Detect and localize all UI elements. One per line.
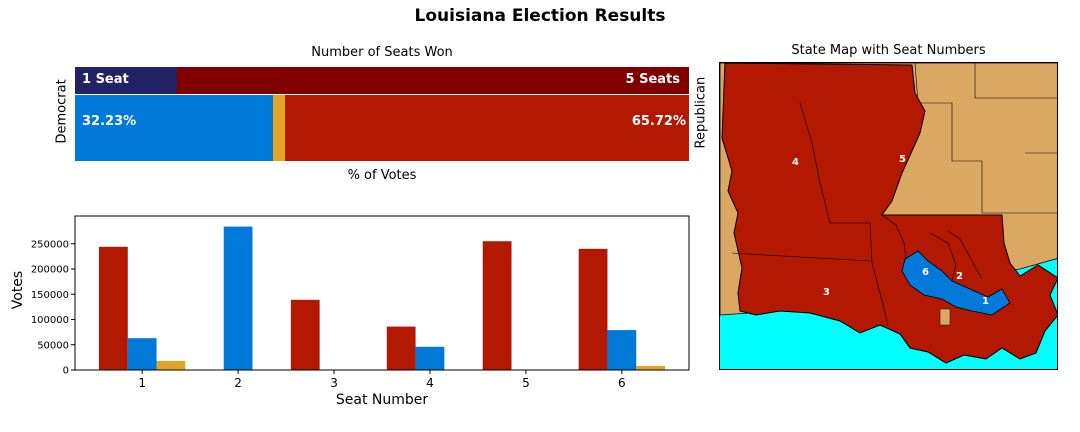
- district-label-1: 1: [982, 296, 989, 307]
- republican-districts: [721, 63, 1057, 364]
- y-tick-label: 100000: [31, 315, 69, 326]
- republican-label: Republican: [693, 76, 709, 149]
- votes-ylabel: Votes: [10, 270, 26, 310]
- rep-vote-pct: 65.72%: [631, 114, 686, 129]
- rep-vote-bar: [285, 95, 689, 161]
- district-label-3: 3: [823, 287, 830, 298]
- district-borders: [731, 102, 983, 326]
- votes-pct-xlabel: % of Votes: [347, 168, 417, 183]
- map-title: State Map with Seat Numbers: [791, 43, 986, 58]
- y-tick-label: 150000: [31, 290, 69, 301]
- vote-bar-series1-seat-1: [98, 246, 128, 370]
- democrat-label: Democrat: [54, 79, 70, 144]
- vote-bar-series2-seat-6: [607, 330, 637, 370]
- x-tick-label: 4: [426, 376, 434, 390]
- vote-bar-series1-seat-4: [386, 326, 416, 370]
- dem-seats-label: 1 Seat: [82, 72, 129, 87]
- vote-bar-series2-seat-2: [223, 226, 253, 370]
- democrat-district: [901, 250, 1011, 316]
- lake-pontchartrain: [939, 308, 951, 326]
- seats-panel: 1 Seat 5 Seats 32.23% 65.72%: [75, 67, 689, 161]
- district-label-2: 2: [956, 271, 963, 282]
- dem-vote-pct: 32.23%: [82, 114, 137, 129]
- figure-title: Louisiana Election Results: [414, 6, 666, 26]
- x-tick-label: 6: [618, 376, 626, 390]
- district-label-5: 5: [899, 154, 906, 165]
- vote-bar-series1-seat-5: [482, 241, 512, 370]
- x-tick-label: 1: [138, 376, 146, 390]
- seat-number-xlabel: Seat Number: [335, 392, 429, 408]
- vote-bar-series3-seat-6: [636, 365, 666, 370]
- other-vote-bar: [272, 95, 286, 161]
- vote-bar-series2-seat-1: [127, 338, 157, 370]
- district-label-6: 6: [922, 267, 929, 278]
- rep-seats-bar: [177, 67, 689, 94]
- y-tick-label: 0: [63, 366, 69, 377]
- seats-panel-title: Number of Seats Won: [311, 45, 453, 60]
- x-tick-label: 2: [234, 376, 242, 390]
- rep-seats-label: 5 Seats: [625, 72, 680, 87]
- district-label-4: 4: [792, 157, 799, 168]
- x-tick-label: 5: [522, 376, 530, 390]
- vote-bar-series2-seat-4: [415, 346, 445, 370]
- plot-frame: [74, 215, 690, 371]
- dem-seats-bar: [75, 67, 178, 94]
- y-tick-label: 250000: [31, 239, 69, 250]
- vote-bar-series1-seat-3: [290, 299, 320, 370]
- vote-bar-series3-seat-1: [156, 360, 186, 370]
- y-tick-label: 200000: [31, 265, 69, 276]
- dem-vote-bar: [75, 95, 273, 161]
- votes-bar-chart: 0 50000 100000 150000 200000 250000 1 2 3 4 5 6: [31, 215, 690, 390]
- y-tick-label: 50000: [37, 340, 69, 351]
- vote-bar-series1-seat-6: [578, 248, 608, 370]
- louisiana-map: 1 2 3 4 5 6: [719, 62, 1058, 370]
- x-tick-label: 3: [330, 376, 338, 390]
